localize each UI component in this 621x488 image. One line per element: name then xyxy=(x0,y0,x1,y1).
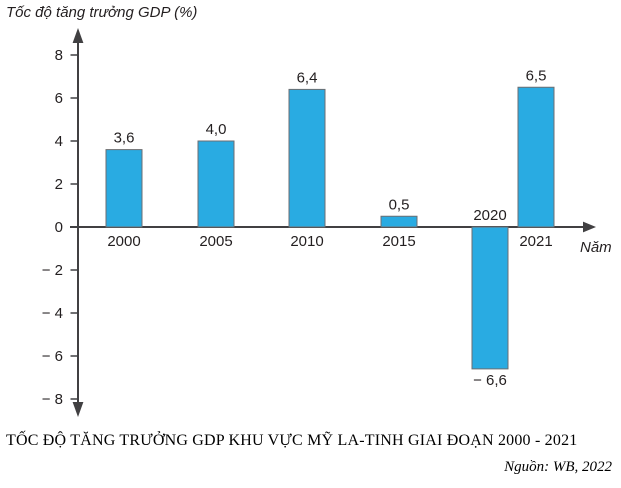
y-axis-title: Tốc độ tăng trưởng GDP (%) xyxy=(6,4,198,21)
y-tick-label-8: 8 xyxy=(55,47,63,64)
y-axis-arrow-up xyxy=(72,28,84,43)
y-tick-label-6: 6 xyxy=(55,90,63,107)
year-label-2000: 2000 xyxy=(107,233,140,250)
bar-2021 xyxy=(517,86,555,228)
bar-2015 xyxy=(380,215,418,228)
y-tick-label--4: − 4 xyxy=(42,305,63,322)
year-label-2005: 2005 xyxy=(199,233,232,250)
y-tick-label-2: 2 xyxy=(55,176,63,193)
bar-2005 xyxy=(197,140,235,228)
bar-chart: 8 6 4 2 0 − 2 − 4 − 6 − 8 3,6 2000 4,0 2005 6,4 2010 0,… xyxy=(42,28,596,417)
year-label-2015: 2015 xyxy=(382,233,415,250)
x-axis-title: Năm xyxy=(580,239,612,256)
year-label-2010: 2010 xyxy=(290,233,323,250)
y-tick-label--2: − 2 xyxy=(42,262,63,279)
value-label-2020: − 6,6 xyxy=(473,372,507,389)
year-label-2020: 2020 xyxy=(473,207,506,224)
y-tick-label-4: 4 xyxy=(55,133,63,150)
bar-2000 xyxy=(105,149,143,228)
bar-2020 xyxy=(471,226,509,370)
value-label-2010: 6,4 xyxy=(297,69,318,86)
chart-title: TỐC ĐỘ TĂNG TRƯỞNG GDP KHU VỰC MỸ LA-TIN… xyxy=(6,432,578,449)
y-tick-label-0: 0 xyxy=(55,219,63,236)
chart-source: Nguồn: WB, 2022 xyxy=(504,459,612,475)
value-label-2015: 0,5 xyxy=(389,196,410,213)
value-label-2000: 3,6 xyxy=(114,130,135,147)
x-axis-arrow-right xyxy=(583,221,596,233)
y-axis-arrow-down xyxy=(72,402,84,417)
value-label-2021: 6,5 xyxy=(526,67,547,84)
y-tick-label--6: − 6 xyxy=(42,348,63,365)
value-label-2005: 4,0 xyxy=(206,121,227,138)
bar-2010 xyxy=(288,88,326,228)
year-label-2021: 2021 xyxy=(519,233,552,250)
y-tick-label--8: − 8 xyxy=(42,391,63,408)
